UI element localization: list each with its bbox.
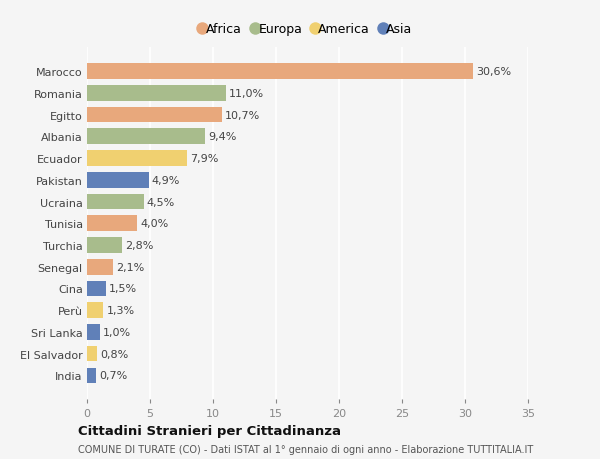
Text: 4,9%: 4,9% <box>152 175 180 185</box>
Bar <box>87 151 187 167</box>
Text: 11,0%: 11,0% <box>229 89 264 99</box>
Bar <box>87 107 222 123</box>
Legend: Africa, Europa, America, Asia: Africa, Europa, America, Asia <box>202 23 413 36</box>
Text: Cittadini Stranieri per Cittadinanza: Cittadini Stranieri per Cittadinanza <box>78 424 341 437</box>
Text: 2,1%: 2,1% <box>116 262 145 272</box>
Text: 1,0%: 1,0% <box>103 327 131 337</box>
Text: 1,3%: 1,3% <box>107 306 134 315</box>
Text: 2,8%: 2,8% <box>125 241 154 251</box>
Text: COMUNE DI TURATE (CO) - Dati ISTAT al 1° gennaio di ogni anno - Elaborazione TUT: COMUNE DI TURATE (CO) - Dati ISTAT al 1°… <box>78 444 533 454</box>
Text: 4,5%: 4,5% <box>147 197 175 207</box>
Bar <box>87 281 106 297</box>
Bar <box>87 259 113 275</box>
Bar <box>87 325 100 340</box>
Text: 1,5%: 1,5% <box>109 284 137 294</box>
Bar <box>87 173 149 188</box>
Text: 4,0%: 4,0% <box>140 219 169 229</box>
Bar <box>87 64 473 80</box>
Bar <box>87 238 122 253</box>
Text: 9,4%: 9,4% <box>209 132 237 142</box>
Bar <box>87 302 103 318</box>
Text: 0,7%: 0,7% <box>99 370 127 381</box>
Bar <box>87 86 226 101</box>
Text: 30,6%: 30,6% <box>476 67 511 77</box>
Bar <box>87 129 205 145</box>
Text: 10,7%: 10,7% <box>225 110 260 120</box>
Bar <box>87 368 96 383</box>
Text: 7,9%: 7,9% <box>190 154 218 164</box>
Bar <box>87 216 137 232</box>
Bar <box>87 346 97 362</box>
Text: 0,8%: 0,8% <box>100 349 128 359</box>
Bar <box>87 194 144 210</box>
